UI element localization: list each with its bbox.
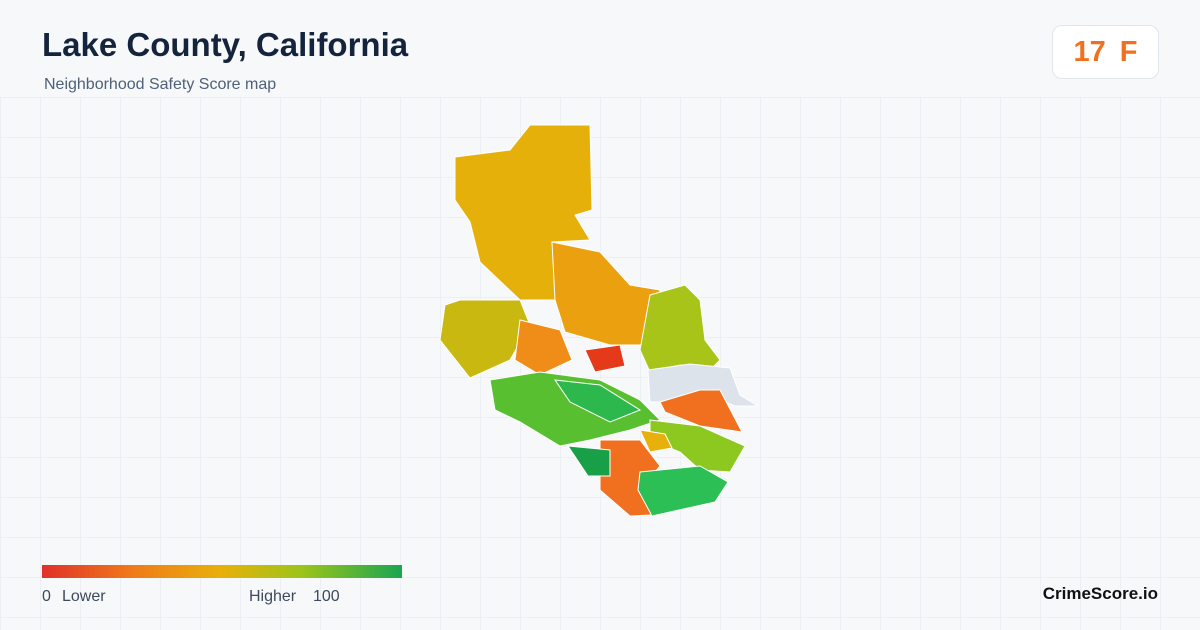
region bbox=[454, 124, 593, 301]
region bbox=[439, 299, 531, 379]
legend-gradient bbox=[42, 565, 402, 578]
region bbox=[659, 389, 743, 433]
region bbox=[567, 445, 611, 477]
region bbox=[584, 344, 626, 373]
region bbox=[639, 284, 721, 373]
region bbox=[514, 319, 573, 376]
legend-min: 0 bbox=[42, 588, 51, 605]
region bbox=[489, 371, 661, 447]
legend-max: 100 bbox=[313, 588, 340, 605]
title: Lake County, California bbox=[42, 26, 409, 63]
score-value: 17 bbox=[1073, 35, 1106, 68]
region bbox=[639, 429, 673, 453]
county-map bbox=[439, 124, 760, 517]
brand: CrimeScore.io bbox=[1042, 584, 1158, 603]
region bbox=[637, 465, 729, 517]
score-grade: F bbox=[1119, 35, 1138, 68]
region bbox=[553, 379, 642, 423]
legend-min-label: Lower bbox=[62, 588, 106, 605]
subtitle: Neighborhood Safety Score map bbox=[44, 76, 277, 93]
legend-max-label: Higher bbox=[249, 588, 297, 605]
score-badge: 17 F bbox=[1052, 25, 1159, 79]
